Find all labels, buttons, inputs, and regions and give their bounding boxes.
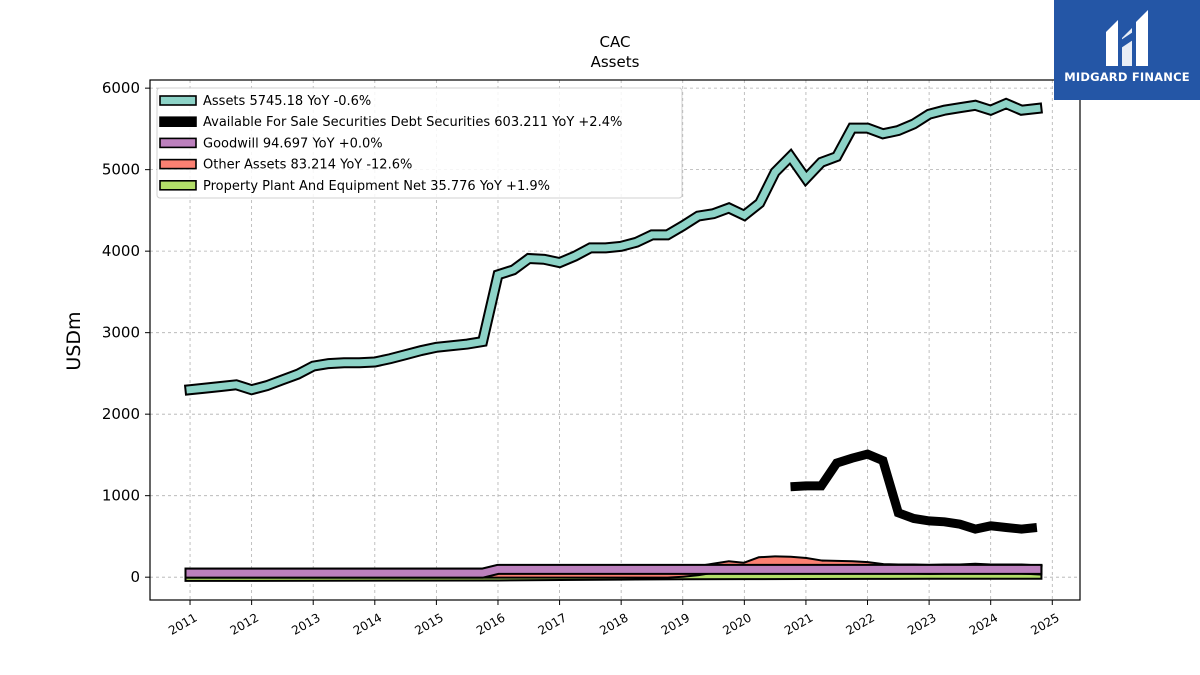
legend-swatch (159, 116, 197, 127)
x-tick-label: 2024 (967, 610, 1000, 637)
y-tick-label: 6000 (102, 79, 140, 97)
plot-frame (149, 79, 1081, 601)
y-tick-label: 4000 (102, 242, 140, 260)
x-tick-label: 2014 (351, 610, 384, 637)
legend-swatch (159, 95, 197, 106)
legend-label: Goodwill 94.697 YoY +0.0% (203, 136, 383, 151)
logo-text: MIDGARD FINANCE (1064, 70, 1190, 84)
series-layer (183, 97, 1043, 582)
x-tick-label: 2018 (597, 610, 630, 637)
x-tick-label: 2019 (659, 610, 692, 637)
x-tick-label: 2013 (289, 610, 322, 637)
midgard-finance-logo-icon (1106, 10, 1148, 66)
x-tick-label: 2012 (228, 610, 261, 637)
x-tick-label: 2015 (412, 610, 445, 637)
y-tick-label: 2000 (102, 405, 140, 423)
chart-subtitle: Assets (591, 53, 640, 71)
legend-swatch (159, 180, 197, 191)
x-tick-label: 2020 (720, 610, 753, 637)
chart-title: CAC (600, 33, 631, 51)
x-tick-label: 2011 (166, 610, 199, 637)
series-assets-line (186, 99, 1041, 394)
y-tick-label: 3000 (102, 324, 140, 342)
x-tick-label: 2017 (536, 610, 569, 637)
x-tick-label: 2025 (1028, 610, 1061, 637)
legend-label: Other Assets 83.214 YoY -12.6% (203, 158, 412, 173)
midgard-finance-logo: MIDGARD FINANCE (1054, 0, 1200, 100)
x-tick-label: 2023 (905, 610, 938, 637)
y-axis-label: USDm (63, 311, 85, 370)
x-tick-label: 2021 (782, 610, 815, 637)
y-tick-label: 1000 (102, 487, 140, 505)
x-tick-label: 2016 (474, 610, 507, 637)
legend: Assets 5745.18 YoY -0.6% Available For Sa… (156, 87, 683, 199)
y-tick-label: 5000 (102, 161, 140, 179)
legend-swatch (159, 137, 197, 149)
legend-label: Available For Sale Securities Debt Secur… (203, 115, 622, 130)
series-available-for-sale-securities-debt-securities-line (790, 449, 1038, 534)
legend-label: Assets 5745.18 YoY -0.6% (203, 94, 371, 109)
legend-label: Property Plant And Equipment Net 35.776 … (203, 179, 550, 194)
y-tick-label: 0 (130, 568, 140, 586)
x-tick-label: 2022 (844, 610, 877, 637)
legend-swatch (159, 158, 197, 170)
grid (150, 80, 1080, 600)
series-goodwill-line (186, 565, 1041, 577)
legend-box (156, 87, 683, 199)
